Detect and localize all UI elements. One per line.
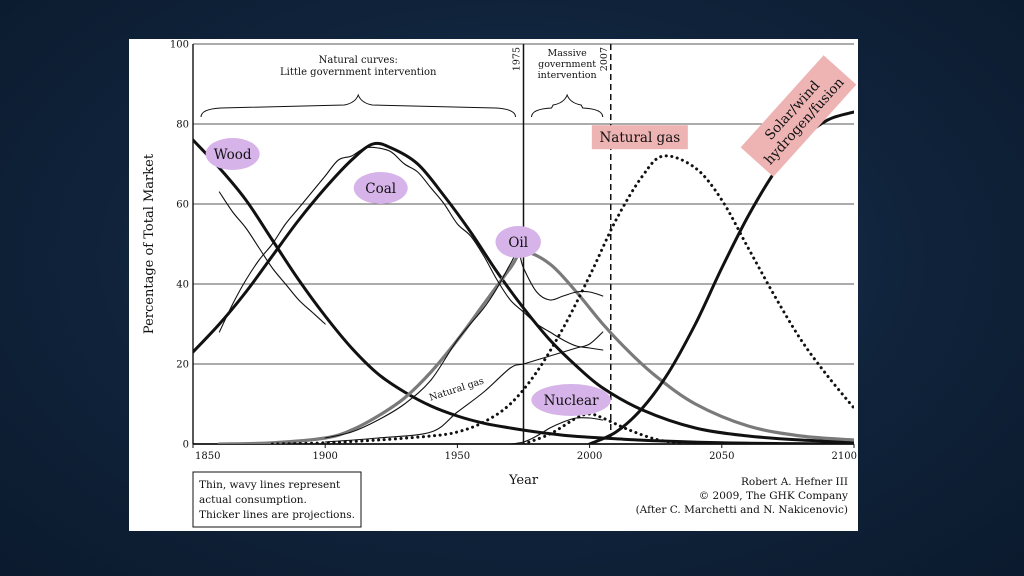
y-tick-label-20: 20 xyxy=(176,360,189,371)
inline-label-natural-gas: Natural gas xyxy=(428,376,486,404)
period-annotation-text: intervention xyxy=(538,70,597,81)
series-line-coal xyxy=(193,141,854,444)
period-annotation-text: government xyxy=(538,59,596,70)
credits: Robert A. Hefner III © 2009, The GHK Comp… xyxy=(636,476,848,516)
series-line-oil-actual xyxy=(324,251,604,439)
label-text-wood: Wood xyxy=(214,147,252,163)
period-annotation-text: Natural curves: xyxy=(319,55,398,66)
series-line-coal-actual xyxy=(218,146,604,351)
label-box-solar-wind-hydrogen-fusion xyxy=(740,55,857,177)
note-box: Thin, wavy lines represent actual consump… xyxy=(192,471,362,528)
y-tick-label-0: 0 xyxy=(183,440,189,451)
period-annotation-text: Massive xyxy=(548,48,588,59)
period-annotation-text: Little government intervention xyxy=(280,67,437,78)
x-tick-label-2000: 2000 xyxy=(577,451,602,462)
label-bubble-wood xyxy=(205,138,260,170)
energy-market-share-chart: 1975 2007 Natural curves:Little governmen… xyxy=(142,40,857,528)
y-tick-label-80: 80 xyxy=(176,120,189,131)
series-line-nuclear xyxy=(522,412,684,444)
chart-panel: 1975 2007 Natural curves: Little governmen… xyxy=(129,39,858,531)
x-tick-label-1900: 1900 xyxy=(312,451,337,462)
label-bubble-oil xyxy=(495,226,541,258)
series-line-oil xyxy=(217,250,854,444)
period-brace-1 xyxy=(200,93,516,118)
credit-text: Robert A. Hefner III xyxy=(741,476,848,488)
period-annotations: Natural curves:Little government interve… xyxy=(200,48,604,118)
series-line-natural-gas-actual xyxy=(324,331,604,443)
x-tick-label-1850: 1850 xyxy=(195,451,220,462)
series-line-natural-gas xyxy=(270,154,854,444)
label-bubble-coal xyxy=(353,172,408,204)
label-text-natural-gas: Natural gas xyxy=(599,130,680,146)
x-tick-label-2100: 2100 xyxy=(832,451,857,462)
series-line-solar-wind-hydrogen-fusion xyxy=(588,110,854,444)
series-line-wood xyxy=(193,138,854,444)
label-text-coal: Coal xyxy=(365,181,396,197)
vertical-marker-label-1975: 1975 xyxy=(512,47,523,71)
series-line-wood-actual xyxy=(218,191,326,325)
label-text-oil: Oil xyxy=(508,235,528,251)
credit-text: (After C. Marchetti and N. Nakicenovic) xyxy=(636,504,848,516)
x-axis-title: Year xyxy=(508,473,539,488)
period-brace-2 xyxy=(531,93,604,118)
label-text-nuclear: Nuclear xyxy=(544,393,599,409)
tick-labels: 0 20 40 60 80 100 1850 1900 1950 2000 2050 2100 xyxy=(170,40,857,463)
note-text: Thicker lines are projections. xyxy=(199,509,355,521)
label-bubble-nuclear xyxy=(531,384,611,416)
y-tick-label-60: 60 xyxy=(176,200,189,211)
credit-text: © 2009, The GHK Company xyxy=(699,490,848,502)
note-text: Thin, wavy lines represent xyxy=(199,479,341,491)
vertical-marker-label-2007: 2007 xyxy=(599,47,610,71)
note-box-frame xyxy=(192,471,362,528)
y-tick-label-40: 40 xyxy=(176,280,189,291)
note-text: actual consumption. xyxy=(199,494,307,506)
series-line-nuclear-actual xyxy=(509,417,604,444)
y-tick-label-100: 100 xyxy=(170,40,189,51)
x-tick-label-2050: 2050 xyxy=(709,451,734,462)
x-tick-label-1950: 1950 xyxy=(445,451,470,462)
label-box-natural-gas xyxy=(591,125,688,150)
y-axis-title: Percentage of Total Market xyxy=(142,153,157,334)
